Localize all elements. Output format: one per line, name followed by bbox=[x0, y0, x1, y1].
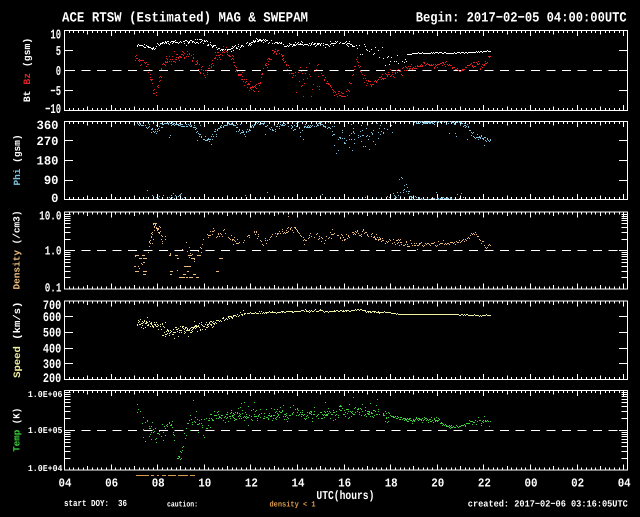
svg-text:500: 500 bbox=[43, 326, 61, 341]
svg-text:04: 04 bbox=[618, 477, 631, 491]
svg-text:08: 08 bbox=[152, 477, 165, 491]
svg-text:02: 02 bbox=[571, 477, 584, 491]
svg-text:Temp: Temp bbox=[11, 429, 22, 451]
svg-text:density < 1: density < 1 bbox=[270, 501, 316, 510]
svg-text:300: 300 bbox=[43, 357, 61, 372]
svg-text:0: 0 bbox=[56, 65, 61, 80]
svg-text:14: 14 bbox=[292, 477, 305, 491]
svg-text:04: 04 bbox=[59, 477, 72, 491]
svg-text:Speed: Speed bbox=[12, 346, 23, 378]
svg-text:18: 18 bbox=[385, 477, 398, 491]
svg-text:(/cm3): (/cm3) bbox=[11, 211, 22, 250]
svg-text:created: 2017−02−06 03:16:05UT: created: 2017−02−06 03:16:05UTC bbox=[468, 499, 628, 510]
svg-text:360: 360 bbox=[37, 119, 59, 133]
svg-text:caution:: caution: bbox=[167, 501, 198, 510]
svg-text:600: 600 bbox=[43, 310, 61, 325]
svg-text:12: 12 bbox=[245, 477, 258, 491]
svg-text:Begin: 2017−02−05 04:00:00UTC: Begin: 2017−02−05 04:00:00UTC bbox=[416, 11, 628, 27]
svg-text:22: 22 bbox=[478, 477, 491, 491]
svg-text:(gsm): (gsm) bbox=[12, 134, 23, 168]
svg-text:1.0: 1.0 bbox=[45, 245, 62, 259]
svg-text:06: 06 bbox=[105, 477, 118, 491]
svg-text:5: 5 bbox=[56, 45, 61, 60]
svg-text:−5: −5 bbox=[50, 85, 61, 100]
svg-text:700: 700 bbox=[43, 298, 61, 313]
svg-text:(gsm): (gsm) bbox=[22, 38, 33, 73]
svg-text:ACE RTSW (Estimated) MAG & SWE: ACE RTSW (Estimated) MAG & SWEPAM bbox=[62, 11, 308, 27]
svg-text:10: 10 bbox=[198, 477, 211, 491]
svg-text:200: 200 bbox=[43, 371, 61, 386]
svg-text:(K): (K) bbox=[11, 408, 22, 430]
svg-text:400: 400 bbox=[43, 341, 61, 356]
svg-text:1.0E+04: 1.0E+04 bbox=[28, 464, 63, 474]
svg-text:UTC(hours): UTC(hours) bbox=[316, 489, 374, 503]
svg-text:10.0: 10.0 bbox=[39, 210, 61, 224]
svg-text:90: 90 bbox=[44, 174, 59, 188]
svg-text:1.0E+06: 1.0E+06 bbox=[28, 390, 63, 400]
svg-text:180: 180 bbox=[37, 155, 59, 169]
svg-text:270: 270 bbox=[37, 135, 59, 149]
svg-text:−10: −10 bbox=[45, 103, 61, 118]
svg-text:Bt: Bt bbox=[22, 85, 33, 103]
svg-text:Bz: Bz bbox=[22, 73, 33, 85]
svg-text:0: 0 bbox=[51, 192, 58, 206]
svg-text:20: 20 bbox=[431, 477, 444, 491]
svg-text:16: 16 bbox=[338, 477, 351, 491]
svg-text:start DOY: 36: start DOY: 36 bbox=[64, 498, 127, 509]
svg-text:Density: Density bbox=[11, 250, 22, 290]
svg-text:1.0E+05: 1.0E+05 bbox=[28, 426, 63, 436]
svg-text:10: 10 bbox=[50, 29, 61, 44]
svg-text:Phi: Phi bbox=[12, 168, 23, 185]
svg-text:(km/s): (km/s) bbox=[12, 302, 23, 347]
svg-text:00: 00 bbox=[525, 477, 538, 491]
svg-text:0.1: 0.1 bbox=[45, 281, 62, 295]
